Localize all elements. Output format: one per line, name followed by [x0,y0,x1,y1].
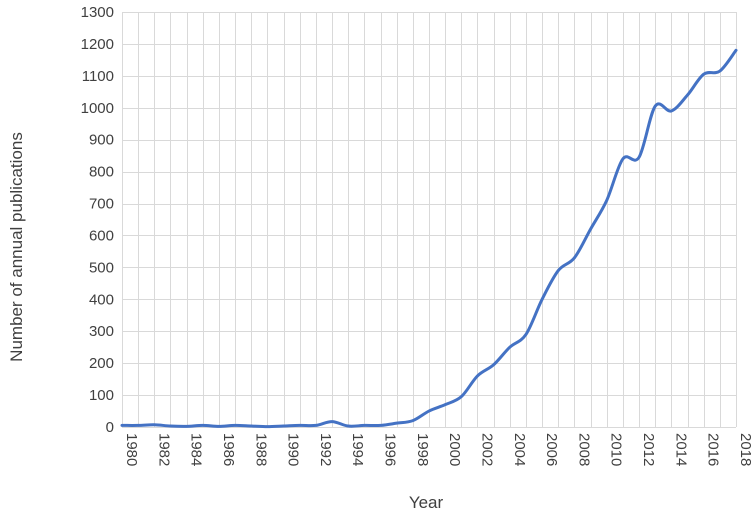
y-tick-label-1000: 1000 [81,100,114,117]
x-tick-label-2018: 2018 [737,433,752,466]
y-axis-title: Number of annual publications [7,132,26,362]
x-tick-label-1986: 1986 [220,433,237,466]
x-tick-label-1990: 1990 [285,433,302,466]
y-tick-label-900: 900 [89,132,114,149]
y-tick-label-800: 800 [89,164,114,181]
y-tick-label-0: 0 [106,419,114,436]
x-tick-label-1994: 1994 [349,433,366,466]
x-tick-label-2002: 2002 [478,433,495,466]
y-tick-label-1100: 1100 [82,68,114,85]
y-tick-label-700: 700 [89,196,114,213]
y-tick-label-1200: 1200 [81,36,114,53]
y-tick-label-400: 400 [89,291,114,308]
y-axis-tick-labels: 0 100 200 300 400 500 600 700 800 900 1000 1100 1200… [81,4,114,436]
y-tick-label-200: 200 [89,355,114,372]
y-tick-label-100: 100 [89,387,114,404]
x-tick-label-2000: 2000 [446,433,463,466]
vertical-gridlines [122,12,737,427]
x-tick-label-2008: 2008 [575,433,592,466]
x-tick-label-2004: 2004 [511,433,528,466]
x-tick-label-2014: 2014 [672,433,689,466]
x-tick-label-2010: 2010 [608,433,625,466]
x-axis-title: Year [409,493,444,512]
x-tick-label-1982: 1982 [155,433,172,466]
series-line-0 [120,48,738,429]
x-tick-label-2016: 2016 [705,433,722,466]
y-tick-label-600: 600 [89,227,114,244]
y-tick-label-1300: 1300 [81,4,114,21]
x-tick-label-1996: 1996 [382,433,399,466]
x-tick-label-2012: 2012 [640,433,657,466]
x-tick-label-1998: 1998 [414,433,431,466]
horizontal-gridlines [122,12,736,428]
x-tick-label-1980: 1980 [123,433,140,466]
x-tick-label-1988: 1988 [252,433,269,466]
x-tick-label-2006: 2006 [543,433,560,466]
series-layer [120,48,738,429]
x-axis-tick-labels: 1980 1982 1984 1986 1988 1990 1992 1994 1996 1998… [123,433,752,466]
y-tick-label-300: 300 [89,323,114,340]
y-tick-label-500: 500 [89,259,114,276]
x-tick-label-1992: 1992 [317,433,334,466]
x-tick-label-1984: 1984 [188,433,205,466]
